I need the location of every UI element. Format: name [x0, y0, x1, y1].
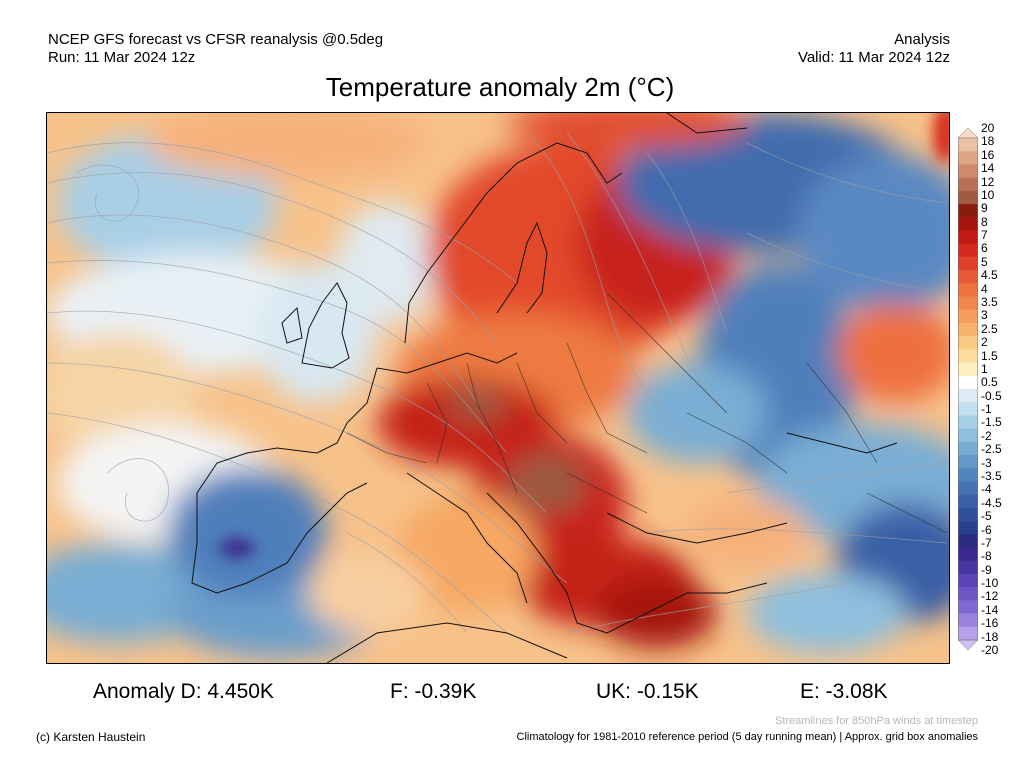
colorbar-label: 1	[981, 361, 988, 376]
anomaly-uk-stat: UK: -0.15K	[596, 680, 699, 703]
wind-streamlines	[47, 132, 948, 634]
colorbar-label: -0.5	[981, 388, 1002, 403]
coastlines	[191, 113, 898, 663]
colorbar-swatch	[958, 402, 978, 416]
colorbar-swatch	[958, 415, 978, 429]
colorbar-label: 6	[981, 241, 988, 256]
colorbar-label: -4	[981, 482, 992, 497]
colorbar-label: 8	[981, 214, 988, 229]
colorbar-label: 1.5	[981, 348, 998, 363]
anomaly-d-stat: Anomaly D: 4.450K	[93, 680, 274, 703]
colorbar-label: 12	[981, 174, 995, 189]
colorbar-swatch	[958, 481, 978, 495]
colorbar-label: 9	[981, 201, 988, 216]
colorbar-label: -2.5	[981, 442, 1002, 457]
colorbar-label: 4.5	[981, 268, 998, 283]
credit: (c) Karsten Haustein	[36, 730, 146, 744]
colorbar-swatch	[958, 507, 978, 522]
colorbar-swatch	[958, 626, 978, 641]
colorbar-label: -2	[981, 428, 992, 443]
colorbar-swatch	[958, 164, 978, 178]
climatology-note: Climatology for 1981-2010 reference peri…	[516, 731, 978, 743]
colorbar-label: 18	[981, 134, 995, 149]
colorbar-label: -16	[981, 616, 999, 631]
colorbar-label: -7	[981, 535, 992, 550]
colorbar-swatch	[958, 230, 978, 244]
colorbar-swatch	[958, 322, 978, 337]
colorbar-swatch	[958, 270, 978, 284]
colorbar-label: 0.5	[981, 375, 998, 390]
colorbar-label: -5	[981, 509, 992, 524]
colorbar-label: -9	[981, 562, 992, 577]
colorbar-label: -6	[981, 522, 992, 537]
colorbar-swatch	[958, 138, 978, 152]
colorbar-min-arrow	[957, 639, 979, 651]
analysis-label: Analysis	[894, 31, 950, 48]
colorbar-swatch	[958, 151, 978, 165]
colorbar-label: 3	[981, 308, 988, 323]
colorbar-label: -1	[981, 402, 992, 417]
valid-time: Valid: 11 Mar 2024 12z	[797, 49, 950, 66]
colorbar-swatch	[958, 217, 978, 231]
colorbar-swatch	[958, 547, 978, 562]
colorbar-swatch	[958, 468, 978, 482]
colorbar-swatch	[958, 613, 978, 628]
map-title: Temperature anomaly 2m (°C)	[325, 72, 675, 102]
colorbar-swatch	[958, 455, 978, 469]
colorbar-label: -3	[981, 455, 992, 470]
colorbar-label: -20	[981, 643, 999, 657]
anomaly-f-stat: F: -0.39K	[390, 680, 477, 703]
colorbar-label: -10	[981, 576, 999, 591]
streamlines-note: Streamlines for 850hPa winds at timestep	[775, 715, 978, 727]
colorbar-swatch	[958, 494, 978, 509]
colorbar-label: 10	[981, 187, 995, 202]
anomaly-e-stat: E: -3.08K	[800, 680, 888, 703]
colorbar-label: 4	[981, 281, 988, 296]
colorbar-label: -12	[981, 589, 999, 604]
colorbar-swatch	[958, 534, 978, 548]
model-run-title: NCEP GFS forecast vs CFSR reanalysis @0.…	[48, 31, 384, 48]
colorbar-swatch	[958, 600, 978, 614]
colorbar-swatch	[958, 375, 978, 390]
colorbar-swatch	[958, 204, 978, 218]
colorbar-label: 7	[981, 228, 988, 243]
colorbar-swatch	[958, 441, 978, 456]
colorbar-swatch	[958, 389, 978, 403]
colorbar-label: -14	[981, 602, 999, 617]
colorbar-swatch	[958, 177, 978, 192]
colorbar-label: 2	[981, 335, 988, 350]
colorbar-label: 14	[981, 161, 995, 176]
colorbar-label: 20	[981, 121, 995, 135]
colorbar-swatch	[958, 309, 978, 324]
colorbar-swatch	[958, 573, 978, 588]
colorbar-swatch	[958, 428, 978, 443]
colorbar-swatch	[958, 336, 978, 350]
colorbar-swatch	[958, 256, 978, 271]
colorbar-swatch	[958, 560, 978, 575]
colorbar-label: -8	[981, 549, 992, 564]
colorbar-label: 2.5	[981, 321, 998, 336]
run-time: Run: 11 Mar 2024 12z	[48, 49, 196, 66]
colorbar-swatch	[958, 283, 978, 297]
colorbar	[957, 127, 979, 651]
colorbar-swatch	[958, 349, 978, 363]
colorbar-label: -4.5	[981, 495, 1002, 510]
colorbar-label: 3.5	[981, 295, 998, 309]
colorbar-label: 16	[981, 147, 995, 162]
colorbar-swatch	[958, 587, 978, 601]
colorbar-label: -1.5	[981, 415, 1002, 430]
temperature-anomaly-map	[46, 112, 950, 664]
anomaly-field	[47, 113, 949, 658]
colorbar-label: 5	[981, 254, 988, 269]
colorbar-swatch	[958, 190, 978, 205]
colorbar-swatch	[958, 243, 978, 258]
colorbar-label: -18	[981, 629, 999, 644]
colorbar-swatch	[958, 362, 978, 377]
colorbar-swatch	[958, 521, 978, 535]
colorbar-max-arrow	[957, 127, 979, 139]
colorbar-label: -3.5	[981, 469, 1002, 483]
colorbar-swatch	[958, 296, 978, 311]
